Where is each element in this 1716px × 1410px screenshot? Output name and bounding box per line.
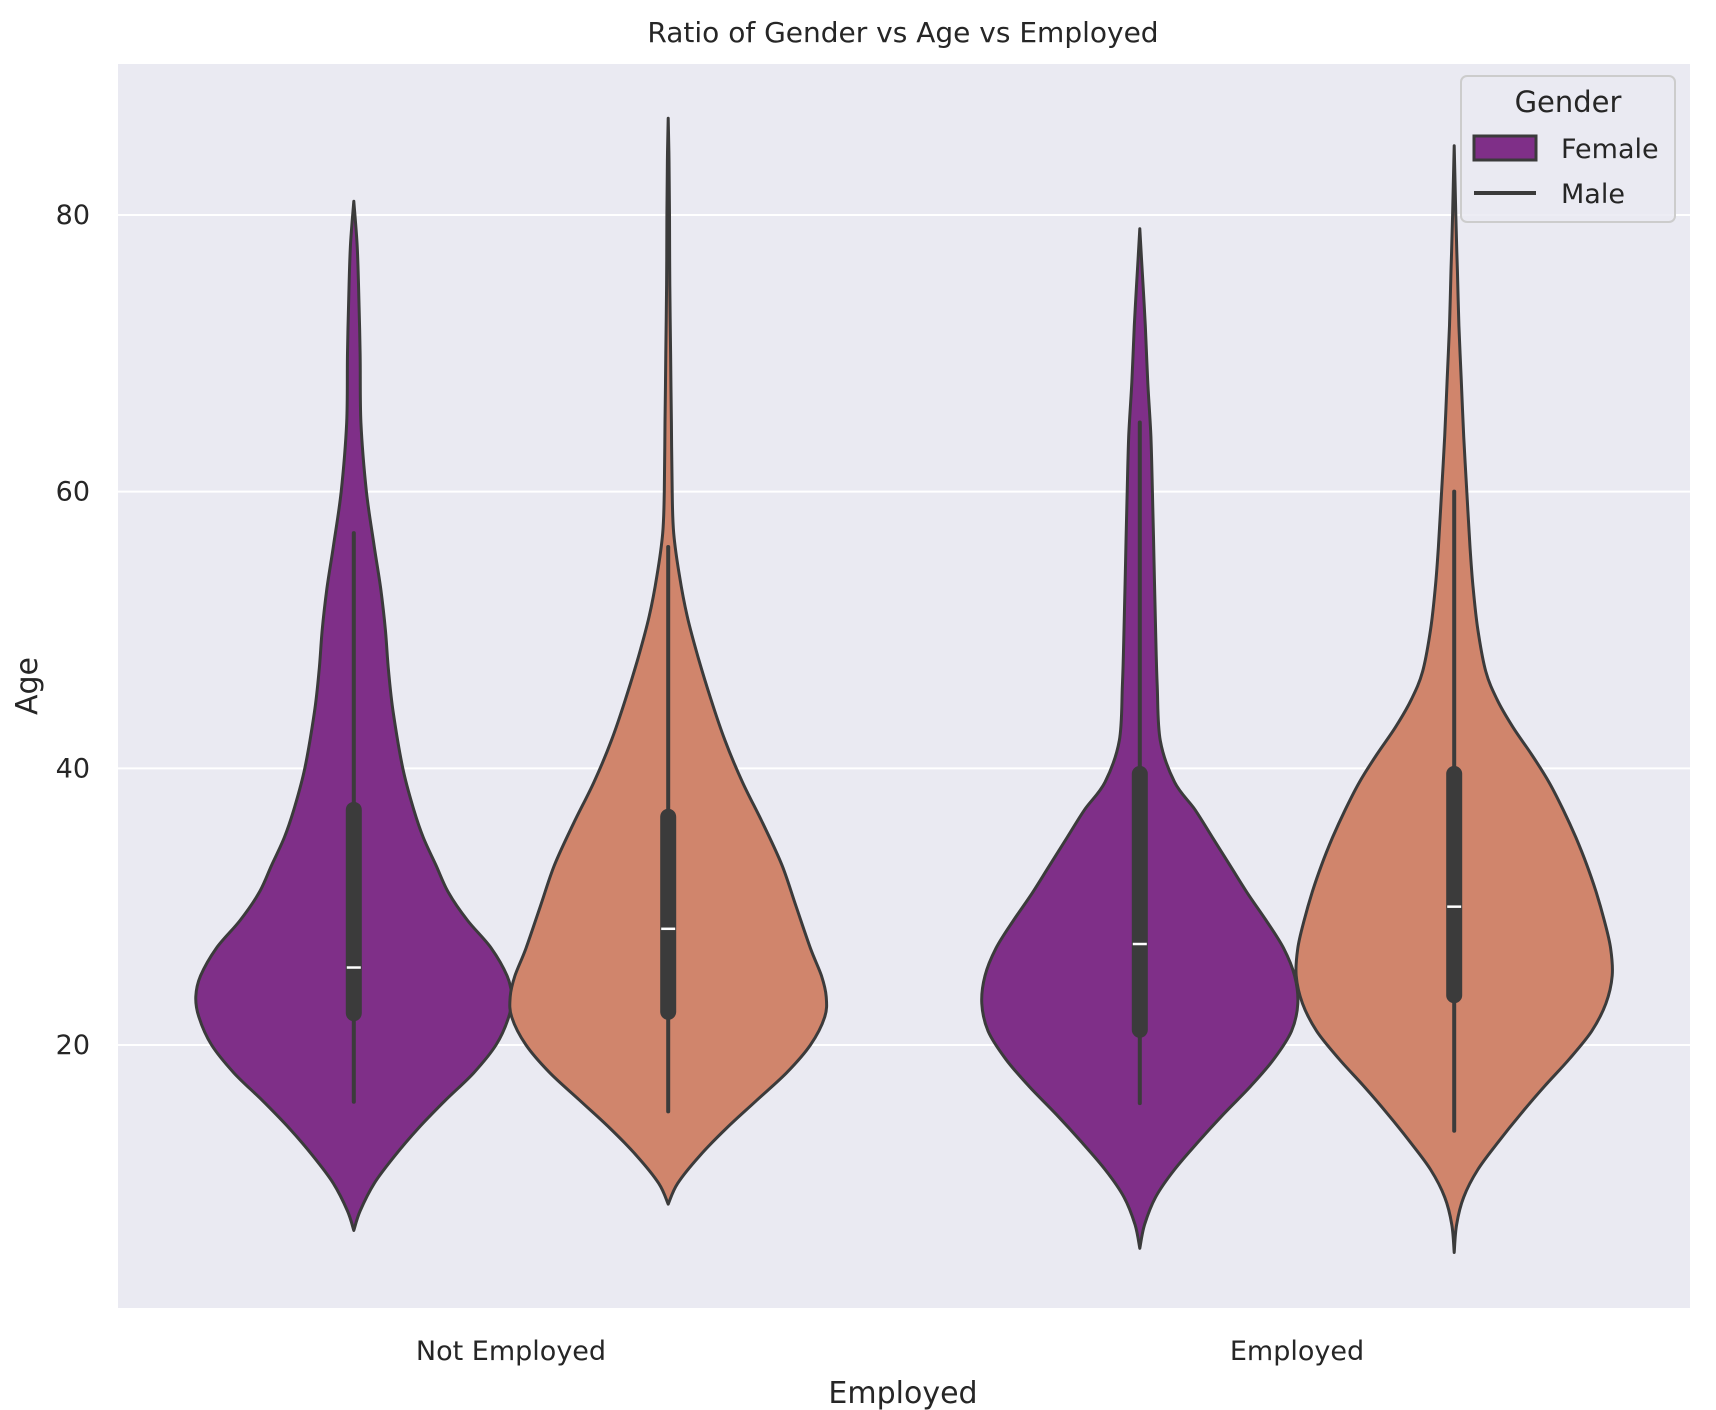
y-tick-label-80: 80 — [56, 200, 90, 231]
legend-label-male: Male — [1561, 179, 1625, 210]
violin-female-not-employed — [194, 199, 514, 1232]
legend-swatch-female — [1472, 134, 1538, 162]
x-axis-label: Employed — [828, 1376, 977, 1410]
x-tick-labels: Not Employed Employed — [416, 1336, 1364, 1367]
y-axis-label: Age — [10, 657, 45, 715]
y-tick-label-20: 20 — [56, 1030, 90, 1061]
violin-male-not-employed — [508, 116, 829, 1206]
legend-box — [1460, 75, 1676, 223]
x-tick-label-employed: Employed — [1230, 1336, 1364, 1367]
legend: Gender Female Male — [1460, 75, 1676, 223]
violin-male-employed — [1294, 144, 1614, 1254]
legend-title: Gender — [1515, 85, 1622, 119]
violin-female-employed — [980, 227, 1300, 1250]
chart-title: Ratio of Gender vs Age vs Employed — [647, 16, 1158, 49]
y-tick-labels: 20 40 60 80 — [56, 200, 90, 1061]
violins — [194, 116, 1614, 1254]
y-tick-label-40: 40 — [56, 753, 90, 784]
legend-label-female: Female — [1561, 134, 1659, 165]
y-tick-label-60: 60 — [56, 477, 90, 508]
x-tick-label-not-employed: Not Employed — [416, 1336, 606, 1367]
